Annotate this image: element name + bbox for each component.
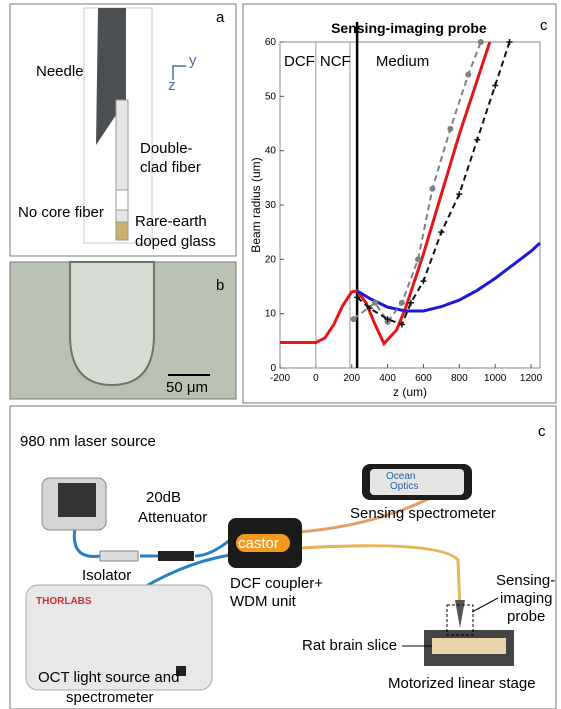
- panel-letter: b: [216, 277, 224, 294]
- plot-area: [280, 42, 540, 368]
- label: No core fiber: [18, 204, 104, 221]
- scale-label: 50 μm: [166, 379, 208, 396]
- label: doped glass: [135, 233, 216, 250]
- label: Attenuator: [138, 509, 207, 526]
- point: [372, 300, 378, 306]
- label: OCT light source and: [38, 669, 179, 686]
- region-label: Medium: [376, 53, 429, 70]
- point: [399, 300, 405, 306]
- doped-glass: [116, 222, 128, 240]
- y-tick-label: 10: [265, 309, 277, 320]
- ocean-logo: Optics: [390, 481, 418, 492]
- point: [415, 256, 421, 262]
- label: Motorized linear stage: [388, 675, 536, 692]
- panel-letter: a: [216, 9, 225, 26]
- y-tick-label: 60: [265, 37, 277, 48]
- label: Rare-earth: [135, 213, 207, 230]
- label: Needle: [36, 63, 84, 80]
- point: [478, 39, 484, 45]
- panel-letter: c: [540, 17, 548, 34]
- figure: a Needle Double- clad fiber No core fibe…: [0, 0, 561, 709]
- y-axis-label: Beam radius (um): [249, 157, 263, 252]
- x-tick-label: 400: [379, 373, 396, 384]
- chart-title: Sensing-imaging probe: [331, 20, 487, 36]
- label: Sensing-: [496, 572, 555, 589]
- laser-screen: [58, 483, 96, 517]
- label: DCF coupler+: [230, 575, 323, 592]
- y-tick-label: 40: [265, 146, 277, 157]
- region-label: DCF: [284, 53, 315, 70]
- x-tick-label: 0: [313, 373, 319, 384]
- y-tick-label: 50: [265, 91, 277, 102]
- label: WDM unit: [230, 593, 297, 610]
- label: Double-: [140, 140, 193, 157]
- label: spectrometer: [66, 689, 154, 706]
- label: Sensing spectrometer: [350, 505, 496, 522]
- no-core-fiber: [116, 190, 128, 210]
- x-tick-label: -200: [270, 373, 290, 384]
- point: [447, 126, 453, 132]
- x-tick-label: 800: [451, 373, 468, 384]
- brain-slice: [432, 638, 506, 654]
- panel-letter: c: [538, 423, 546, 440]
- x-axis-label: z (um): [393, 385, 427, 399]
- point: [429, 186, 435, 192]
- label: Isolator: [82, 567, 131, 584]
- label: imaging: [500, 590, 553, 607]
- x-tick-label: 600: [415, 373, 432, 384]
- isolator: [100, 551, 138, 561]
- region-label: NCF: [320, 53, 351, 70]
- x-tick-label: 1000: [484, 373, 507, 384]
- point: [351, 316, 357, 322]
- x-tick-label: 1200: [520, 373, 543, 384]
- y-tick-label: 20: [265, 254, 277, 265]
- fiber-tip: [70, 262, 154, 385]
- label: 980 nm laser source: [20, 433, 156, 450]
- axis-z: z: [168, 77, 176, 94]
- attenuator: [158, 551, 194, 561]
- y-tick-label: 30: [265, 200, 277, 211]
- axis-y: y: [189, 52, 197, 69]
- label: clad fiber: [140, 159, 201, 176]
- x-tick-label: 200: [343, 373, 360, 384]
- point: [465, 72, 471, 78]
- label: 20dB: [146, 489, 181, 506]
- castor: castor: [238, 535, 279, 552]
- label: probe: [507, 608, 545, 625]
- label: Rat brain slice: [302, 637, 397, 654]
- thorlabs-logo: THORLABS: [36, 596, 92, 607]
